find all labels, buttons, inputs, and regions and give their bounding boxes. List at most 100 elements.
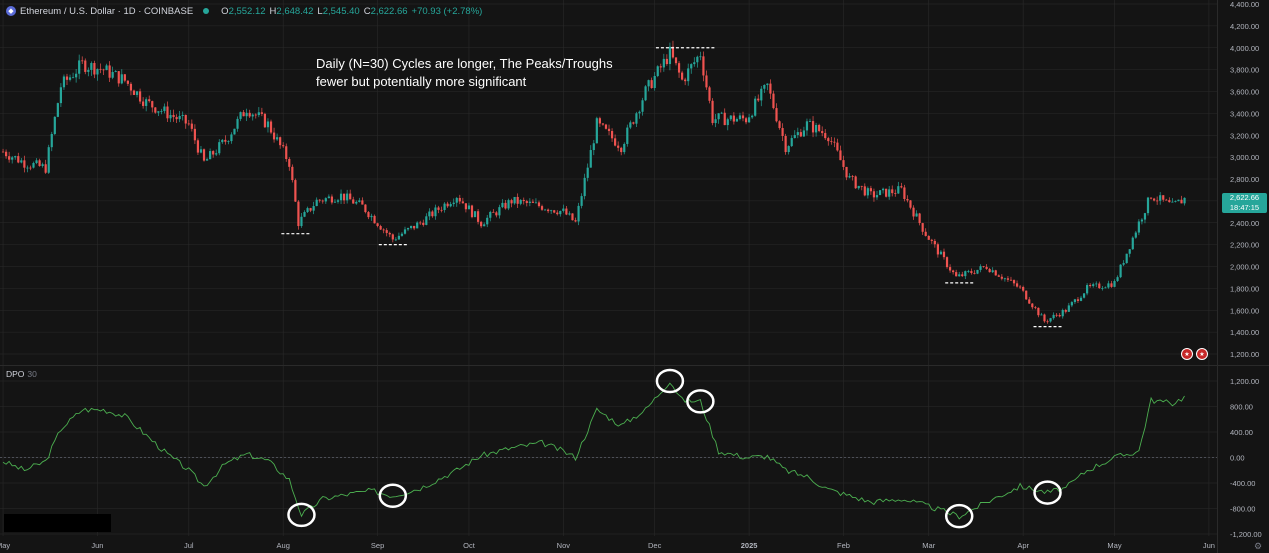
candle-body xyxy=(291,166,294,181)
candle-body xyxy=(8,156,11,160)
annotation-text[interactable]: Daily (N=30) Cycles are longer, The Peak… xyxy=(316,55,646,91)
candle-body xyxy=(732,115,735,122)
candle-body xyxy=(440,209,443,211)
candle-body xyxy=(556,212,559,215)
candle-body xyxy=(212,151,215,155)
candle-body xyxy=(406,228,410,230)
candle-body xyxy=(117,71,120,84)
candle-body xyxy=(62,76,66,88)
candle-body xyxy=(778,121,781,129)
price-tick-label: 1,400.00 xyxy=(1230,328,1259,337)
price-tick-label: 2,400.00 xyxy=(1230,219,1259,228)
candle-body xyxy=(96,68,99,75)
candle-body xyxy=(997,275,1000,277)
candle-body xyxy=(1028,299,1031,304)
dpo-tick-label: -800.00 xyxy=(1230,505,1255,514)
candle-body xyxy=(534,202,538,204)
candle-body xyxy=(169,114,172,119)
candle-body xyxy=(784,135,787,153)
time-tick-label: May xyxy=(0,541,10,550)
dpo-circle-marker xyxy=(686,389,715,414)
candle-body xyxy=(1052,314,1055,319)
price-tick-label: 1,800.00 xyxy=(1230,284,1259,293)
candle-body xyxy=(443,203,446,211)
candle-body xyxy=(47,147,50,173)
candle-body xyxy=(263,113,267,128)
candle-body xyxy=(848,176,851,178)
candle-body xyxy=(626,127,629,144)
flag-icon[interactable]: ★ xyxy=(1196,348,1208,360)
candle-body xyxy=(757,98,760,101)
candle-body xyxy=(681,72,684,80)
low-label: L xyxy=(317,5,323,17)
candle-body xyxy=(367,212,370,218)
time-tick-label: Aug xyxy=(277,541,290,550)
candle-body xyxy=(1003,278,1006,280)
candle-body xyxy=(157,111,160,113)
candle-body xyxy=(650,80,653,89)
time-tick-label: 2025 xyxy=(741,541,758,550)
indicator-title[interactable]: DPO 30 xyxy=(6,369,37,379)
candle-body xyxy=(808,121,812,122)
symbol-title[interactable]: Ethereum / U.S. Dollar · 1D · COINBASE xyxy=(20,5,194,17)
candle-body xyxy=(583,177,586,197)
price-axis[interactable]: 4,400.00 4,200.00 4,000.00 3,800.00 3,600.00… xyxy=(1230,0,1259,359)
candle-body xyxy=(1055,314,1058,316)
candle-body xyxy=(160,111,163,112)
candle-body xyxy=(522,199,525,202)
settings-icon[interactable]: ⚙ xyxy=(1254,541,1263,551)
dpo-axis[interactable]: 1,200.00 800.00 400.00 0.00 -400.00 -800.00 -1… xyxy=(1230,377,1262,539)
candle-body xyxy=(665,58,668,65)
candle-body xyxy=(641,100,644,112)
candle-body xyxy=(909,200,912,208)
price-tick-label: 3,600.00 xyxy=(1230,88,1259,97)
candle-body xyxy=(1086,285,1089,294)
candle-body xyxy=(939,251,943,255)
price-tick-label: 2,800.00 xyxy=(1230,175,1259,184)
time-axis[interactable]: May Jun Jul Aug Sep Oct Nov Dec 2025 Feb Mar Apr May… xyxy=(0,541,1215,550)
candle-body xyxy=(483,224,486,227)
price-tick-label: 1,600.00 xyxy=(1230,306,1259,315)
time-tick-label: Jun xyxy=(91,541,103,550)
candle-body xyxy=(571,213,574,221)
candle-body xyxy=(1037,307,1040,316)
candle-body xyxy=(65,76,69,80)
candle-body xyxy=(906,198,909,201)
low-value: 2,545.40 xyxy=(322,5,360,17)
candle-body xyxy=(254,114,257,116)
candle-body xyxy=(437,207,440,210)
candle-body xyxy=(1073,299,1077,303)
candle-body xyxy=(604,124,608,129)
candle-body xyxy=(135,91,139,95)
candle-body xyxy=(379,226,382,230)
candle-body xyxy=(723,112,726,126)
candle-body xyxy=(382,229,385,231)
candle-body xyxy=(729,115,732,120)
candle-body xyxy=(458,197,461,202)
candle-body xyxy=(921,223,924,232)
candle-body xyxy=(230,134,233,142)
market-open-dot-icon xyxy=(203,8,210,14)
candle-body xyxy=(738,115,742,120)
candle-body xyxy=(1000,276,1003,279)
candle-body xyxy=(75,73,78,78)
candle-body xyxy=(288,159,291,167)
candle-body xyxy=(1104,287,1107,289)
candle-body xyxy=(1089,285,1092,287)
flag-icon[interactable]: ★ xyxy=(1181,348,1193,360)
candle-body xyxy=(964,271,967,277)
candle-body xyxy=(821,131,824,134)
candle-body xyxy=(193,128,196,141)
candle-body xyxy=(422,222,425,225)
candle-body xyxy=(814,124,818,133)
dpo-circles xyxy=(287,368,1062,529)
candle-body xyxy=(982,266,985,267)
candle-body xyxy=(1134,232,1137,238)
price-tick-label: 3,200.00 xyxy=(1230,131,1259,140)
candle-body xyxy=(513,196,516,204)
candle-body xyxy=(498,207,501,216)
annotation-line-1: Daily (N=30) Cycles are longer, The Peak… xyxy=(316,56,613,71)
candle-body xyxy=(129,83,133,91)
candle-body xyxy=(598,118,601,124)
